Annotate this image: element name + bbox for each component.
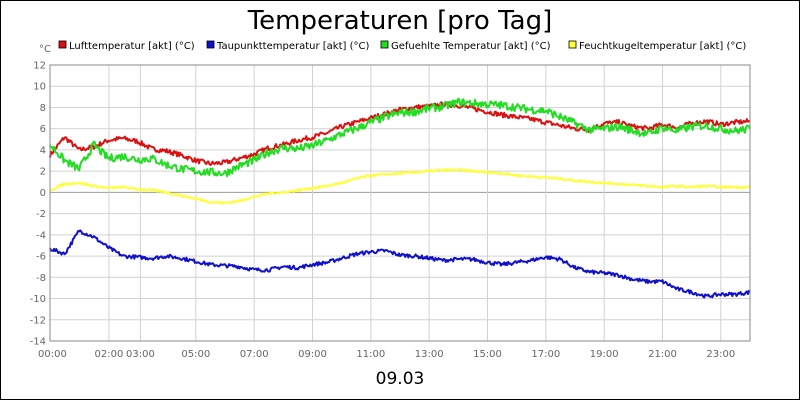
series-line-4 <box>49 168 751 205</box>
y-tick-label: -2 <box>36 209 46 220</box>
y-tick-label: 10 <box>33 82 46 93</box>
y-axis: 12 10 8 6 4 2 0 -2 -4 -6 -8 -10 -12 -14 <box>30 61 46 348</box>
y-tick-label: 6 <box>40 124 46 135</box>
y-tick-label: -12 <box>30 315 46 326</box>
series-line-1 <box>49 101 751 166</box>
legend-swatch <box>58 40 67 49</box>
y-tick-label: -14 <box>30 337 46 348</box>
series-group <box>49 97 751 299</box>
legend-swatch <box>206 40 215 49</box>
x-tick-label: 02:00 <box>95 349 124 360</box>
y-tick-label: -8 <box>36 273 46 284</box>
x-tick-label: 19:00 <box>590 349 619 360</box>
y-tick-label: 8 <box>40 103 46 114</box>
legend-entry: Gefuehlte Temperatur [akt] (°C) <box>391 41 551 52</box>
series-line-2 <box>49 229 751 299</box>
x-axis: 00:00 02:00 03:00 05:00 07:00 09:00 11:00 13:00… <box>38 349 735 360</box>
y-tick-label: 0 <box>40 188 46 199</box>
x-tick-label: 15:00 <box>473 349 502 360</box>
x-tick-label: 05:00 <box>181 349 210 360</box>
x-tick-label: 09:00 <box>298 349 327 360</box>
legend: Lufttemperatur [akt] (°C) Taupunkttempera… <box>58 40 746 52</box>
x-tick-label: 00:00 <box>38 349 67 360</box>
y-tick-label: -10 <box>30 294 46 305</box>
series-line-3 <box>49 97 751 178</box>
legend-entry: Taupunkttemperatur [akt] (°C) <box>216 41 369 52</box>
legend-entry: Lufttemperatur [akt] (°C) <box>69 41 195 52</box>
x-axis-label: 09.03 <box>376 369 425 389</box>
plot-area <box>49 64 751 342</box>
unit-label: °C <box>39 44 51 55</box>
x-tick-label: 07:00 <box>240 349 269 360</box>
y-tick-label: 4 <box>40 145 46 156</box>
y-tick-label: -6 <box>36 252 46 263</box>
y-tick-label: 2 <box>40 167 46 178</box>
legend-swatch <box>380 40 389 49</box>
x-tick-label: 17:00 <box>531 349 560 360</box>
y-tick-label: 12 <box>33 61 46 72</box>
legend-entry: Feuchtkugeltemperatur [akt] (°C) <box>579 41 746 52</box>
y-tick-label: -4 <box>36 230 46 241</box>
x-tick-label: 13:00 <box>415 349 444 360</box>
legend-swatch <box>568 40 577 49</box>
grid <box>49 64 750 342</box>
x-tick-label: 23:00 <box>706 349 735 360</box>
x-tick-label: 11:00 <box>356 349 385 360</box>
x-tick-label: 21:00 <box>648 349 677 360</box>
x-tick-label: 03:00 <box>126 349 155 360</box>
chart-title: Temperaturen [pro Tag] <box>247 6 553 36</box>
